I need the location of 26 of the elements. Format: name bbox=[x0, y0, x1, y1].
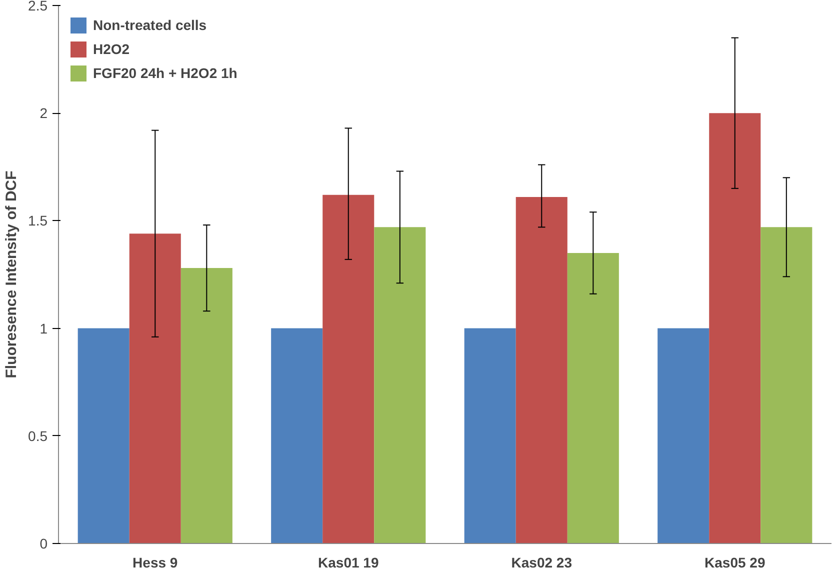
y-axis-title: Fluoresence Intensity of DCF bbox=[3, 170, 20, 378]
x-tick-label: Kas01 19 bbox=[318, 554, 379, 570]
bar bbox=[271, 328, 323, 544]
y-tick-label: 2.5 bbox=[28, 0, 48, 14]
bar bbox=[658, 328, 710, 544]
bar bbox=[464, 328, 516, 544]
bar bbox=[322, 194, 374, 544]
legend-label: FGF20 24h + H2O2 1h bbox=[93, 65, 238, 81]
bar bbox=[709, 113, 761, 544]
y-tick-label: 2 bbox=[40, 105, 48, 122]
bar bbox=[78, 328, 130, 544]
x-tick-label: Kas05 29 bbox=[704, 554, 766, 570]
legend-label: Non-treated cells bbox=[93, 17, 207, 33]
bar bbox=[129, 234, 181, 544]
y-tick-label: 1 bbox=[40, 320, 48, 336]
y-tick-label: 0 bbox=[40, 536, 48, 552]
legend-label: H2O2 bbox=[93, 41, 130, 57]
bar bbox=[180, 268, 232, 544]
bar bbox=[516, 197, 568, 544]
y-tick-label: 0.5 bbox=[28, 428, 48, 444]
bar bbox=[567, 252, 619, 544]
x-tick-label: Hess 9 bbox=[132, 554, 178, 570]
y-tick-label: 1.5 bbox=[28, 212, 48, 229]
bar bbox=[374, 227, 426, 544]
x-tick-label: Kas02 23 bbox=[511, 554, 572, 570]
bar bbox=[760, 227, 812, 544]
